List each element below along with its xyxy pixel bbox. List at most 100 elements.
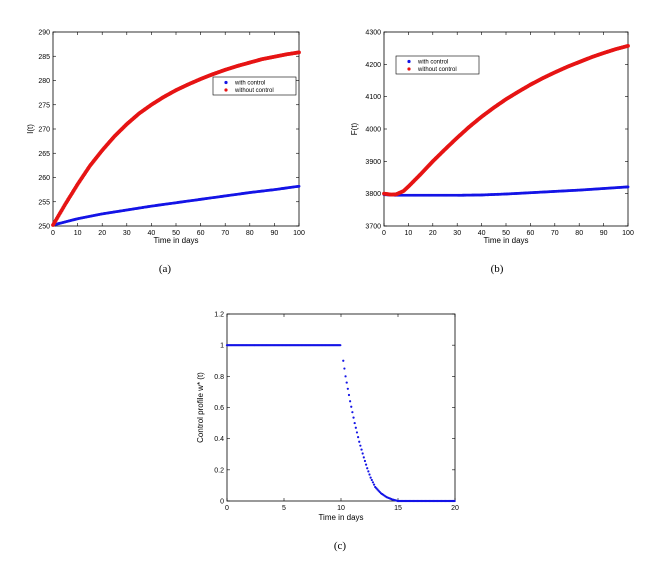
data-point bbox=[342, 359, 345, 362]
series-without-control bbox=[382, 44, 630, 197]
x-tick-label: 10 bbox=[74, 230, 82, 237]
x-tick-label: 20 bbox=[98, 230, 106, 237]
x-tick-label: 40 bbox=[478, 230, 486, 237]
y-tick-label: 1.2 bbox=[214, 312, 224, 319]
x-tick-label: 40 bbox=[148, 230, 156, 237]
y-tick-label: 0.4 bbox=[214, 436, 224, 443]
y-tick-label: 4100 bbox=[365, 94, 381, 101]
y-tick-label: 255 bbox=[38, 199, 50, 206]
y-tick-label: 0.8 bbox=[214, 374, 224, 381]
x-axis-label: Time in days bbox=[318, 513, 363, 522]
legend-label: with control bbox=[417, 60, 448, 66]
y-tick-label: 4300 bbox=[365, 30, 381, 37]
y-tick-label: 3800 bbox=[365, 191, 381, 198]
y-tick-label: 0.6 bbox=[214, 405, 224, 412]
data-point bbox=[369, 476, 372, 479]
plot-frame bbox=[52, 31, 300, 227]
legend-box bbox=[395, 55, 480, 75]
data-point bbox=[360, 448, 363, 451]
data-point bbox=[345, 381, 348, 384]
y-tick-label: 250 bbox=[38, 224, 50, 231]
series-with-control bbox=[382, 185, 630, 197]
y-tick-label: 285 bbox=[38, 54, 50, 61]
x-tick-label: 10 bbox=[337, 505, 345, 512]
data-point bbox=[367, 470, 370, 473]
data-point bbox=[368, 473, 371, 476]
data-point bbox=[372, 483, 376, 486]
data-point bbox=[352, 416, 355, 419]
y-tick-label: 0.2 bbox=[214, 467, 224, 474]
data-point bbox=[362, 456, 365, 459]
data-point bbox=[453, 499, 456, 503]
data-point bbox=[361, 452, 364, 455]
legend-label: without control bbox=[234, 88, 274, 94]
data-point bbox=[297, 50, 301, 55]
y-tick-label: 265 bbox=[38, 151, 50, 158]
x-tick-label: 80 bbox=[246, 230, 254, 237]
x-tick-label: 10 bbox=[405, 230, 413, 237]
data-point bbox=[354, 426, 357, 429]
legend-label: without control bbox=[417, 67, 457, 73]
data-point bbox=[347, 393, 351, 397]
data-point bbox=[344, 375, 347, 378]
x-tick-label: 70 bbox=[551, 230, 559, 237]
data-point bbox=[626, 44, 630, 48]
data-point bbox=[358, 440, 361, 443]
data-point bbox=[366, 467, 369, 470]
x-tick-label: 60 bbox=[527, 230, 535, 237]
y-axis-label: F(t) bbox=[350, 122, 359, 135]
y-axis-label: I(t) bbox=[26, 124, 35, 134]
y-tick-label: 270 bbox=[38, 127, 50, 134]
legend-label: with control bbox=[234, 81, 265, 87]
series-control-profile bbox=[225, 344, 456, 503]
x-tick-label: 100 bbox=[293, 230, 305, 237]
data-point bbox=[357, 436, 360, 439]
chart-panel-a: 0 10 20 30 40 50 60 70 80 90 100 250 255 260 265 270 275… bbox=[26, 30, 305, 276]
panel-caption: (b) bbox=[491, 263, 504, 275]
x-tick-label: 30 bbox=[123, 230, 131, 237]
y-tick-label: 275 bbox=[38, 102, 50, 109]
y-tick-label: 0 bbox=[220, 499, 224, 506]
data-point bbox=[346, 387, 349, 390]
data-point bbox=[626, 185, 630, 189]
panel-caption: (a) bbox=[159, 263, 172, 275]
legend-marker bbox=[224, 80, 228, 85]
data-point bbox=[343, 367, 346, 370]
data-point bbox=[339, 344, 342, 347]
series-without-control bbox=[51, 50, 301, 227]
x-tick-label: 0 bbox=[225, 505, 229, 512]
data-point bbox=[297, 184, 301, 188]
x-tick-label: 0 bbox=[382, 230, 386, 237]
data-point bbox=[359, 444, 362, 447]
data-point bbox=[349, 400, 352, 403]
legend-box bbox=[212, 76, 297, 96]
x-tick-label: 60 bbox=[197, 230, 205, 237]
y-tick-label: 3700 bbox=[365, 224, 381, 231]
x-tick-label: 70 bbox=[221, 230, 229, 237]
x-axis-label: Time in days bbox=[483, 236, 528, 245]
x-tick-label: 80 bbox=[575, 230, 583, 237]
data-point bbox=[371, 481, 375, 484]
x-tick-label: 90 bbox=[271, 230, 279, 237]
y-tick-label: 4000 bbox=[365, 127, 381, 134]
data-point bbox=[350, 405, 353, 408]
data-point bbox=[353, 421, 356, 425]
plot-frame bbox=[226, 313, 456, 502]
x-tick-label: 100 bbox=[622, 230, 634, 237]
data-point bbox=[370, 478, 373, 482]
data-point bbox=[363, 459, 367, 463]
y-tick-label: 290 bbox=[38, 30, 50, 37]
series-with-control bbox=[51, 184, 301, 227]
legend-marker bbox=[224, 88, 228, 92]
panel-caption: (c) bbox=[334, 540, 347, 552]
y-tick-label: 280 bbox=[38, 78, 50, 85]
x-axis-label: Time in days bbox=[153, 236, 198, 245]
y-tick-label: 1 bbox=[220, 343, 224, 350]
data-point bbox=[351, 411, 354, 414]
y-tick-label: 3900 bbox=[365, 159, 381, 166]
x-tick-label: 0 bbox=[51, 230, 55, 237]
x-tick-label: 20 bbox=[429, 230, 437, 237]
